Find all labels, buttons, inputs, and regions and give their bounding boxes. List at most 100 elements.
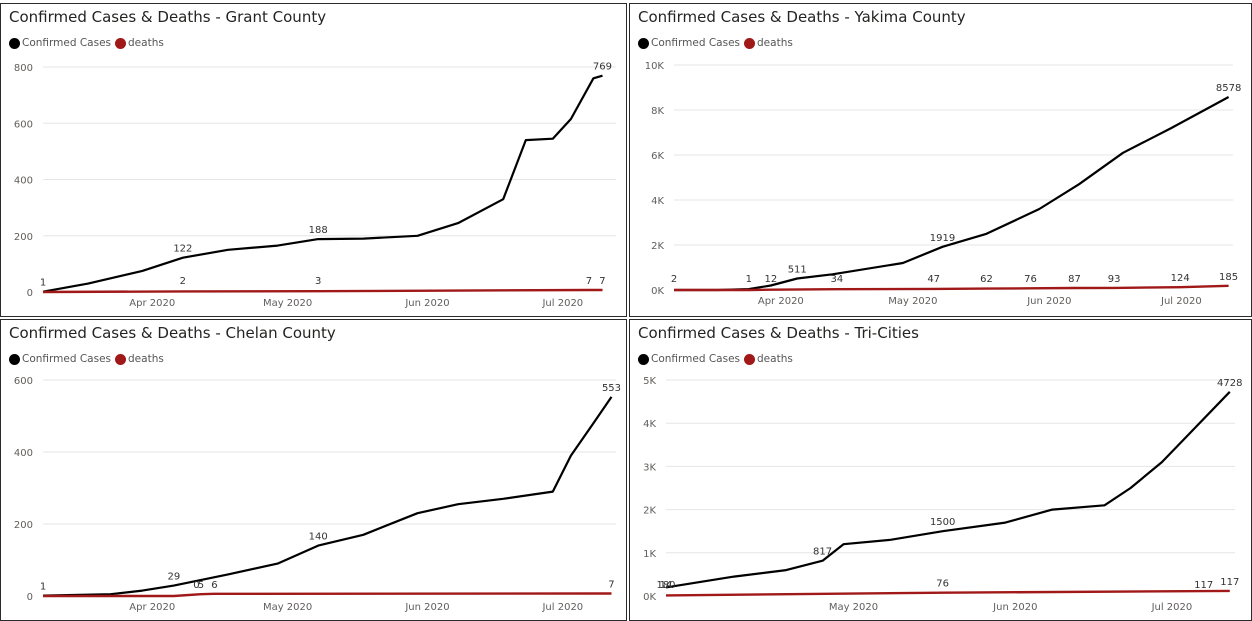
legend-item-deaths: deaths: [115, 353, 164, 365]
data-label: 511: [788, 265, 807, 276]
chart-panel-grant: Confirmed Cases & Deaths - Grant County …: [0, 3, 627, 317]
chart-legend: Confirmed Cases deaths: [638, 353, 797, 365]
data-label: 553: [602, 383, 621, 394]
data-label: 8578: [1216, 83, 1241, 94]
chart-panel-chelan: Confirmed Cases & Deaths - Chelan County…: [0, 319, 627, 621]
chart-panel-yakima: Confirmed Cases & Deaths - Yakima County…: [629, 3, 1252, 317]
x-tick-label: Jul 2020: [1151, 602, 1193, 613]
chart-panel-tricities: Confirmed Cases & Deaths - Tri-Cities Co…: [629, 319, 1252, 621]
legend-item-cases: Confirmed Cases: [638, 37, 740, 49]
data-label: 1: [40, 278, 46, 289]
chart-svg: 0K 1K 2K 3K 4K 5K May 2020 Jun 2020 Jul 2020 1418…: [643, 376, 1242, 613]
data-label: 1: [746, 274, 752, 285]
series-line-cases: [42, 74, 603, 293]
data-label: 140: [309, 532, 328, 543]
legend-label-cases: Confirmed Cases: [651, 37, 741, 49]
x-tick-label: Apr 2020: [129, 602, 175, 613]
data-label: 1: [40, 582, 46, 593]
data-label: 817: [813, 547, 832, 558]
chart-svg: 0K 2K 4K 6K 8K 10K Apr 2020 May 2020 Jun 2020 Jul…: [645, 61, 1242, 307]
chart-svg: 0 200 400 600 Apr 2020 May 2020 Jun 2020 Jul 20…: [14, 376, 621, 613]
x-tick-label: Jul 2020: [1160, 296, 1202, 307]
x-tick-label: Jun 2020: [404, 298, 449, 309]
data-label: 4728: [1217, 378, 1242, 389]
data-label: 2: [671, 274, 677, 285]
legend-item-cases: Confirmed Cases: [9, 37, 111, 49]
data-label: 34: [830, 274, 843, 285]
y-tick-label: 0K: [651, 286, 664, 297]
data-label: 7: [586, 276, 592, 287]
data-label: 124: [1171, 273, 1190, 284]
y-tick-label: 600: [14, 376, 33, 387]
x-tick-label: May 2020: [263, 298, 312, 309]
legend-marker-cases: [638, 37, 649, 49]
chart-title: Confirmed Cases & Deaths - Grant County: [9, 8, 327, 26]
data-label: 47: [927, 274, 940, 285]
legend-label-deaths: deaths: [128, 37, 164, 49]
legend-item-deaths: deaths: [744, 37, 793, 49]
data-label: 93: [1108, 274, 1121, 285]
legend-item-deaths: deaths: [115, 37, 164, 49]
y-tick-label: 0: [27, 288, 33, 299]
data-label: 29: [167, 572, 180, 583]
data-label: 7: [608, 579, 614, 590]
legend-marker-cases: [638, 353, 649, 365]
chart-svg: 0 200 400 600 800 Apr 2020 May 2020 Jun 2020 Jul…: [14, 62, 616, 309]
legend-item-cases: Confirmed Cases: [9, 353, 111, 365]
x-tick-label: Jul 2020: [541, 602, 583, 613]
y-tick-label: 3K: [643, 462, 656, 473]
data-label: 1919: [930, 233, 955, 244]
legend-marker-deaths: [744, 353, 756, 365]
y-tick-label: 1K: [643, 549, 656, 560]
data-label: 769: [593, 62, 612, 73]
y-tick-label: 600: [14, 119, 33, 130]
chart-title: Confirmed Cases & Deaths - Yakima County: [638, 8, 966, 26]
legend-marker-deaths: [744, 37, 756, 49]
y-tick-label: 4K: [651, 196, 664, 207]
x-tick-label: Jun 2020: [1026, 296, 1071, 307]
chart-legend: Confirmed Cases deaths: [638, 37, 797, 49]
data-label: 0: [193, 580, 199, 591]
legend-marker-deaths: [115, 353, 127, 365]
y-tick-label: 200: [14, 520, 33, 531]
x-tick-label: Jul 2020: [541, 298, 583, 309]
legend-marker-deaths: [115, 37, 127, 49]
series-line-cases: [665, 391, 1231, 589]
legend-item-cases: Confirmed Cases: [638, 353, 740, 365]
data-label: 122: [173, 244, 192, 255]
data-label: 62: [980, 274, 993, 285]
x-tick-label: Apr 2020: [758, 296, 804, 307]
y-tick-label: 8K: [651, 106, 664, 117]
y-tick-label: 800: [14, 63, 33, 74]
y-tick-label: 0K: [643, 592, 656, 603]
chart-legend: Confirmed Cases deaths: [9, 37, 168, 49]
y-tick-label: 10K: [645, 61, 665, 72]
legend-marker-cases: [9, 37, 20, 49]
y-tick-label: 400: [14, 176, 33, 187]
data-label: 117: [1194, 580, 1213, 591]
y-tick-label: 2K: [643, 506, 656, 517]
legend-label-cases: Confirmed Cases: [651, 353, 741, 365]
series-line-cases: [674, 96, 1230, 292]
legend-label-deaths: deaths: [757, 353, 793, 365]
data-label: 76: [936, 579, 949, 590]
data-label: 180: [656, 580, 675, 591]
chart-title: Confirmed Cases & Deaths - Chelan County: [9, 324, 336, 342]
x-tick-label: May 2020: [888, 296, 937, 307]
x-tick-label: May 2020: [263, 602, 312, 613]
y-tick-label: 400: [14, 448, 33, 459]
legend-label-deaths: deaths: [128, 353, 164, 365]
y-tick-label: 2K: [651, 241, 664, 252]
data-label: 12: [764, 274, 777, 285]
x-tick-label: Jun 2020: [992, 602, 1037, 613]
legend-item-deaths: deaths: [744, 353, 793, 365]
legend-label-cases: Confirmed Cases: [22, 37, 112, 49]
data-label: 188: [309, 225, 328, 236]
y-tick-label: 4K: [643, 419, 656, 430]
series-line-deaths: [674, 284, 1229, 292]
x-tick-label: Jun 2020: [404, 602, 449, 613]
chart-title: Confirmed Cases & Deaths - Tri-Cities: [638, 324, 919, 342]
data-label: 2: [180, 276, 186, 287]
y-tick-label: 200: [14, 232, 33, 243]
y-tick-label: 6K: [651, 151, 664, 162]
